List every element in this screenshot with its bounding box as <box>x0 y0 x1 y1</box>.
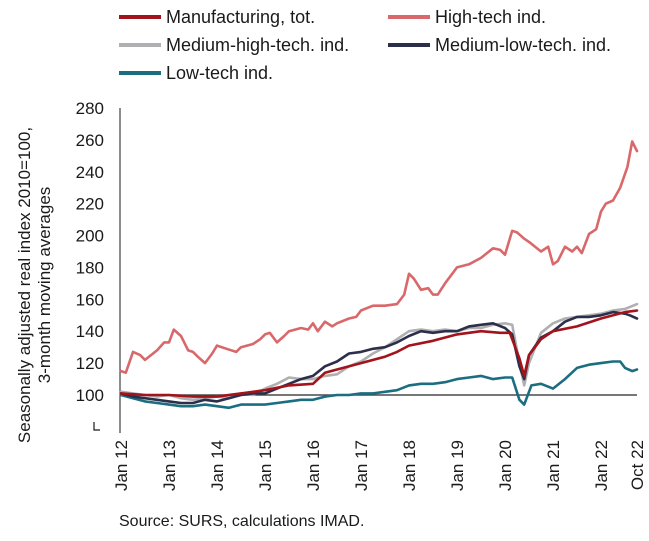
y-tick-label-180: 180 <box>76 258 104 277</box>
y-axis-title-line-2: 3-month moving averages <box>35 187 54 384</box>
series-line-medium-low-tech <box>119 310 639 405</box>
series-line-low-tech <box>119 360 639 410</box>
legend-label-medium-high-tech: Medium-high-tech. ind. <box>166 35 349 55</box>
x-tick-label-jan-14: Jan 14 <box>208 440 227 491</box>
y-tick-label-140: 140 <box>76 322 104 341</box>
x-axis: Jan 12 Jan 13 Jan 14 Jan 15 Jan 16 Jan 17 Jan … <box>112 440 647 491</box>
y-tick-label-200: 200 <box>76 227 104 246</box>
y-tick-labels: 100 120 140 160 180 200 220 240 260 280 <box>76 99 104 405</box>
legend-item-high-tech: High-tech ind. <box>388 7 546 27</box>
legend-label-manufacturing: Manufacturing, tot. <box>166 7 315 27</box>
x-tick-label-jan-21: Jan 21 <box>544 440 563 491</box>
x-tick-label-jan-19: Jan 19 <box>448 440 467 491</box>
y-axis: 100 120 140 160 180 200 220 240 260 280 <box>76 99 121 433</box>
y-tick-label-120: 120 <box>76 354 104 373</box>
legend: Manufacturing, tot. High-tech ind. Mediu… <box>119 7 611 83</box>
y-tick-label-260: 260 <box>76 131 104 150</box>
x-tick-label-jan-20: Jan 20 <box>496 440 515 491</box>
x-tick-label-oct-22: Oct 22 <box>628 440 647 490</box>
x-tick-label-jan-12: Jan 12 <box>112 440 131 491</box>
x-tick-label-jan-17: Jan 17 <box>352 440 371 491</box>
series-line-high-tech <box>119 140 639 374</box>
legend-item-manufacturing: Manufacturing, tot. <box>119 7 315 27</box>
source-note: Source: SURS, calculations IMAD. <box>119 513 365 530</box>
x-tick-label-jan-13: Jan 13 <box>160 440 179 491</box>
y-tick-label-240: 240 <box>76 163 104 182</box>
y-tick-label-220: 220 <box>76 195 104 214</box>
y-tick-label-280: 280 <box>76 99 104 118</box>
y-tick-label-100: 100 <box>76 386 104 405</box>
legend-item-low-tech: Low-tech ind. <box>119 63 273 83</box>
x-tick-label-jan-18: Jan 18 <box>400 440 419 491</box>
y-axis-title-line-1: Seasonally adjusted real index 2010=100, <box>15 127 34 443</box>
legend-label-high-tech: High-tech ind. <box>435 7 546 27</box>
legend-label-medium-low-tech: Medium-low-tech. ind. <box>435 35 611 55</box>
x-tick-labels: Jan 12 Jan 13 Jan 14 Jan 15 Jan 16 Jan 17 Jan … <box>112 440 647 491</box>
x-tick-label-jan-15: Jan 15 <box>256 440 275 491</box>
legend-label-low-tech: Low-tech ind. <box>166 63 273 83</box>
x-tick-label-jan-22: Jan 22 <box>592 440 611 491</box>
legend-item-medium-high-tech: Medium-high-tech. ind. <box>119 35 349 55</box>
series-line-medium-high-tech <box>119 302 639 402</box>
y-tick-label-160: 160 <box>76 290 104 309</box>
y-axis-title: Seasonally adjusted real index 2010=100,… <box>15 127 54 443</box>
series-lines <box>119 140 639 410</box>
y-axis-break-marker <box>93 422 100 431</box>
series-line-manufacturing <box>119 309 639 398</box>
x-tick-label-jan-16: Jan 16 <box>304 440 323 491</box>
legend-item-medium-low-tech: Medium-low-tech. ind. <box>388 35 611 55</box>
